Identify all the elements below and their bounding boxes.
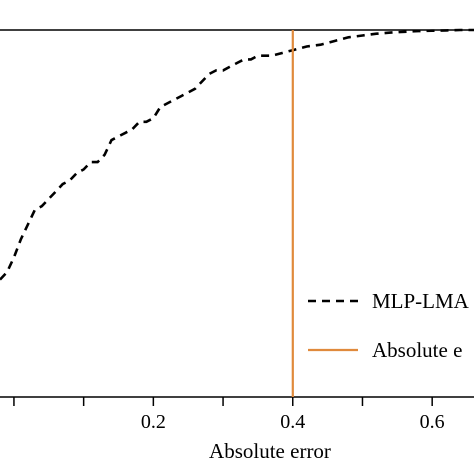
x-tick-label: 0.4	[280, 411, 305, 433]
x-axis-label: Absolute error	[209, 439, 331, 463]
legend-label: Absolute e	[372, 338, 462, 362]
x-axis: 0.2 0.4 0.6	[13, 397, 445, 433]
legend-label: MLP-LMA	[372, 289, 470, 313]
series-line-dashed	[0, 28, 474, 281]
plot-lines	[0, 28, 474, 397]
x-tick-label: 0.6	[420, 411, 445, 433]
x-tick-label: 0.2	[141, 411, 166, 433]
legend: MLP-LMA Absolute e	[308, 289, 470, 362]
